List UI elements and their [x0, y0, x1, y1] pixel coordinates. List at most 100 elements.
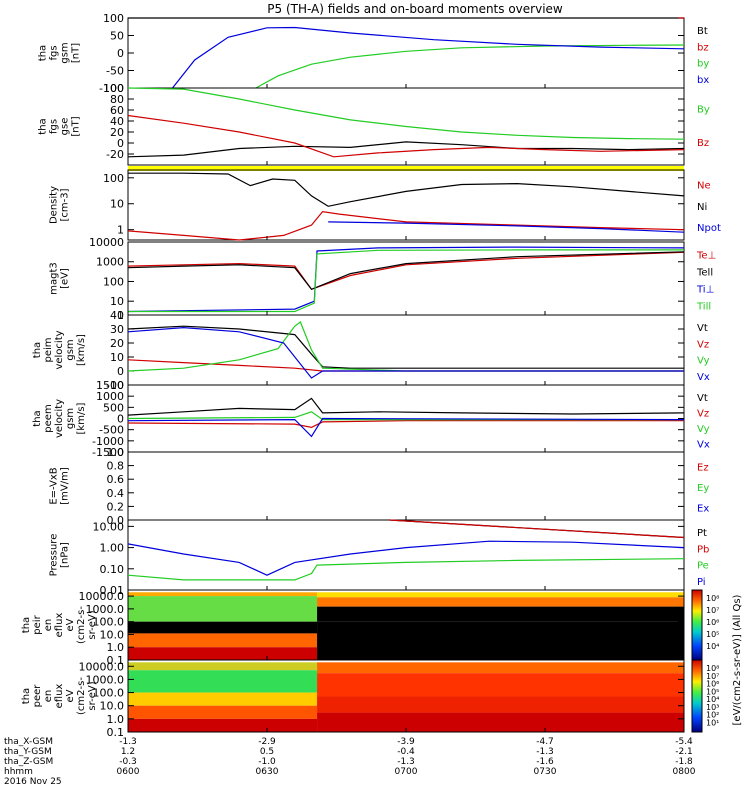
- y-axis-label: sr-eV): [87, 610, 98, 639]
- series-line-Vy: [127, 411, 684, 421]
- x-axis-value: -1.8: [675, 757, 693, 767]
- x-axis-value: -2.1: [675, 747, 693, 757]
- series-line-Ne: [127, 210, 685, 241]
- legend-Vt: Vt: [697, 323, 708, 334]
- y-tick-label: 1.00: [100, 542, 125, 555]
- y-tick-label: 40: [110, 309, 124, 322]
- x-axis-value: -1.0: [258, 757, 276, 767]
- y-axis-label: peem: [43, 404, 54, 432]
- colorbar-label: [eV/(cm2-s-sr-eV)] (All Qs): [732, 594, 743, 725]
- y-tick-label: 100: [103, 275, 124, 288]
- panel-mom-temp: 10000 1000 100 101 magt3 [eV] Te⊥ Tell Ti⊥ Till: [49, 236, 717, 322]
- y-tick-label: 10.0: [100, 628, 125, 641]
- y-tick-label: 10.0: [100, 700, 125, 713]
- legend-Ey: Ey: [697, 483, 709, 494]
- y-axis-label: velocity: [54, 399, 65, 438]
- y-tick-label: 10: [110, 351, 124, 364]
- spectrogram-band-7: [317, 696, 684, 713]
- y-tick-label: 10000.0: [79, 660, 125, 673]
- y-tick-label: 0: [117, 137, 124, 150]
- colorbar-tick-label: 10³: [706, 703, 719, 712]
- y-tick-label: -20: [106, 148, 124, 161]
- y-axis-label: [eV]: [60, 268, 71, 289]
- y-axis-label: tha: [38, 45, 49, 61]
- y-axis-label: en: [43, 690, 54, 703]
- spectrogram-band-4: [128, 718, 318, 732]
- legend-bz: bz: [697, 42, 709, 53]
- spectrogram-band-3: [128, 633, 318, 648]
- y-axis-label: [cm-3]: [60, 188, 71, 221]
- panel-efield: 1.00.80.60.40.20.0 E=-VxB [mV/m] Ez Ey Ex: [49, 446, 710, 527]
- x-axis-value: -1.3: [119, 737, 137, 747]
- y-tick-label: 0.01: [100, 584, 125, 597]
- legend-Pi: Pi: [697, 577, 706, 588]
- colorbar-tick-label: 10⁶: [706, 680, 719, 689]
- colorbar-tick-label: 10⁵: [706, 630, 719, 639]
- y-tick-label: 1.0: [107, 446, 125, 459]
- spectrogram-band-1: [128, 596, 318, 622]
- y-axis-label: peir: [32, 614, 43, 634]
- spectrogram-band-3: [128, 705, 318, 719]
- x-axis-value: -4.7: [536, 737, 554, 747]
- y-tick-label: 1500: [96, 379, 124, 392]
- colorbar-tick-label: 10²: [706, 711, 719, 720]
- y-tick-label: 10: [110, 198, 124, 211]
- y-tick-label: 40: [110, 115, 124, 128]
- series-line-Till: [128, 249, 684, 313]
- status-bar: [128, 166, 684, 171]
- y-axis-label: gsm: [65, 339, 76, 360]
- y-axis-label: eflux: [54, 684, 65, 709]
- y-axis-label: peer: [32, 684, 43, 708]
- series-line-Vt: [127, 325, 684, 369]
- y-axis-label: sr-eV): [87, 681, 98, 710]
- series-line-By: [127, 87, 685, 140]
- colorbar: 10⁸10⁷10⁶10⁵10⁴10⁸10⁷10⁶10⁵10⁴10³10²10¹[…: [691, 589, 743, 733]
- series-line-Pb: [389, 519, 685, 539]
- spectrogram-band-7: [317, 606, 684, 622]
- y-axis-label: fgs: [49, 45, 60, 60]
- y-axis-label: (cm2-s-: [76, 606, 87, 644]
- x-axis-labels: tha_X-GSM -1.3 -2.9 -3.9 -4.7 -5.4 tha_Y-GSM 1.…: [4, 737, 696, 787]
- y-axis-label: E=-VxB: [49, 467, 60, 504]
- series-line-by: [255, 44, 685, 89]
- x-axis-value: 1.2: [121, 747, 135, 757]
- series-line-Ni: [128, 172, 685, 207]
- x-axis-value: 0.5: [260, 747, 274, 757]
- x-axis-value: -1.3: [397, 757, 415, 767]
- y-tick-label: 0: [117, 413, 124, 426]
- y-axis-label: (cm2-s-: [76, 677, 87, 715]
- y-axis-label: [km/s]: [76, 334, 87, 366]
- legend-By: By: [697, 105, 710, 116]
- legend-Till: Till: [696, 301, 711, 312]
- y-tick-label: 0.0: [107, 514, 125, 527]
- x-axis-value: -1.6: [536, 757, 554, 767]
- y-axis-label: peim: [43, 337, 54, 362]
- x-axis-row-label: tha_Z-GSM: [4, 757, 53, 767]
- series-line-Vx: [127, 417, 685, 438]
- colorbar-tick-label: 10⁵: [706, 687, 719, 696]
- series-line-Pi: [127, 540, 685, 576]
- y-axis-label: gse: [60, 118, 71, 136]
- legend-Vy: Vy: [697, 424, 710, 435]
- y-axis-label: eV: [65, 689, 76, 702]
- y-tick-label: 10: [110, 295, 124, 308]
- x-axis-date: 2016 Nov 25: [4, 777, 62, 787]
- y-axis-label: eflux: [54, 613, 65, 638]
- y-axis-label: en: [43, 619, 54, 632]
- panel-density: 100 10 1 Density [cm-3] Ne Ni Npot: [49, 169, 721, 241]
- y-tick-label: -1500: [92, 446, 124, 459]
- y-tick-label: 0.4: [107, 487, 125, 500]
- legend-Bz: Bz: [697, 138, 709, 149]
- y-tick-label: 1000: [96, 256, 124, 269]
- y-tick-label: 0.1: [107, 654, 125, 667]
- series-line-Bz: [127, 114, 685, 158]
- y-tick-label: 0.8: [107, 460, 125, 473]
- y-tick-label: 500: [103, 401, 124, 414]
- legend-Pe: Pe: [697, 561, 709, 572]
- panel-frame: [127, 314, 685, 386]
- x-axis-row-label: tha_X-GSM: [4, 737, 53, 747]
